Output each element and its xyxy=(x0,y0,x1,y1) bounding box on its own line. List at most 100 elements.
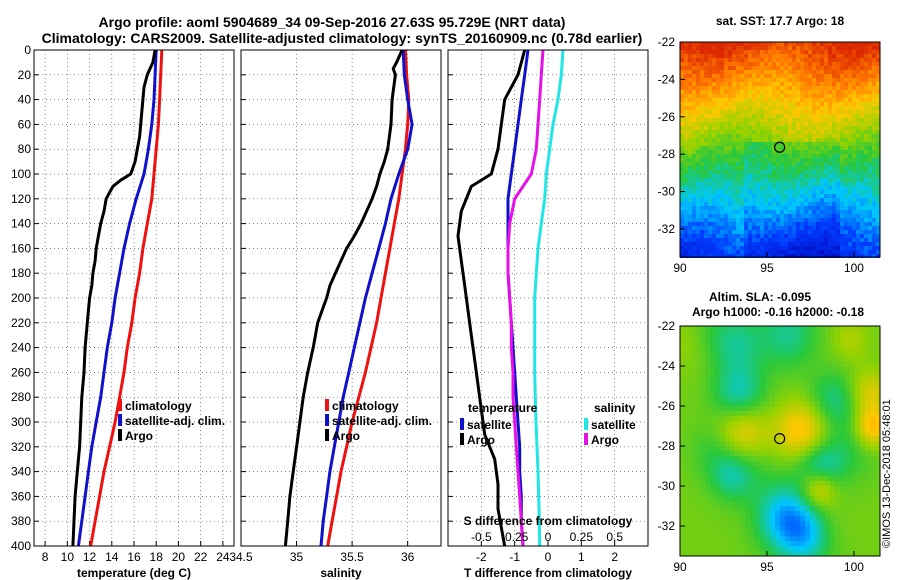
sst-cell xyxy=(824,250,828,254)
sst-cell xyxy=(708,210,712,214)
sst-cell xyxy=(864,206,868,210)
sst-cell xyxy=(744,234,748,238)
sla-cell xyxy=(725,346,730,351)
sla-cell xyxy=(685,401,690,406)
sst-cell xyxy=(744,230,748,234)
sst-cell xyxy=(740,150,744,154)
sst-cell xyxy=(852,154,856,158)
sst-cell xyxy=(784,254,788,258)
sst-cell xyxy=(816,214,820,218)
sst-cell xyxy=(816,134,820,138)
sst-cell xyxy=(856,70,860,74)
sst-cell xyxy=(768,198,772,202)
sst-cell xyxy=(828,42,832,46)
sla-cell xyxy=(805,466,810,471)
sla-cell xyxy=(795,491,800,496)
sla-cell xyxy=(870,371,875,376)
sla-cell xyxy=(875,361,880,366)
sst-cell xyxy=(772,170,776,174)
sla-cell xyxy=(760,471,765,476)
sst-cell xyxy=(816,54,820,58)
sst-cell xyxy=(848,246,852,250)
sla-cell xyxy=(730,366,735,371)
sst-cell xyxy=(732,194,736,198)
sst-cell xyxy=(828,122,832,126)
sla-cell xyxy=(715,551,720,556)
sst-cell xyxy=(756,166,760,170)
sla-cell xyxy=(715,406,720,411)
sla-cell xyxy=(755,391,760,396)
sla-cell xyxy=(725,456,730,461)
sst-cell xyxy=(852,206,856,210)
sst-cell xyxy=(692,142,696,146)
sst-cell xyxy=(748,106,752,110)
sst-cell xyxy=(800,198,804,202)
sst-cell xyxy=(704,194,708,198)
sla-cell xyxy=(710,516,715,521)
sla-cell xyxy=(780,456,785,461)
sla-cell xyxy=(870,336,875,341)
sla-cell xyxy=(730,531,735,536)
sst-cell xyxy=(688,58,692,62)
sst-cell xyxy=(876,254,880,258)
sla-cell xyxy=(715,381,720,386)
sla-cell xyxy=(700,391,705,396)
sla-cell xyxy=(695,341,700,346)
sla-cell xyxy=(680,541,685,546)
sst-cell xyxy=(868,70,872,74)
sst-cell xyxy=(848,42,852,46)
sla-cell xyxy=(760,536,765,541)
sst-cell xyxy=(844,106,848,110)
sst-cell xyxy=(860,174,864,178)
sst-cell xyxy=(768,102,772,106)
sla-cell xyxy=(875,466,880,471)
sst-cell xyxy=(768,98,772,102)
sla-cell xyxy=(790,361,795,366)
series-line-2 xyxy=(71,49,157,547)
sla-cell xyxy=(715,506,720,511)
sst-cell xyxy=(864,86,868,90)
sst-cell xyxy=(752,154,756,158)
sst-cell xyxy=(716,114,720,118)
sla-cell xyxy=(875,331,880,336)
sst-cell xyxy=(836,238,840,242)
sla-cell xyxy=(710,381,715,386)
sst-cell xyxy=(840,178,844,182)
sst-cell xyxy=(864,170,868,174)
sst-cell xyxy=(700,190,704,194)
sla-cell xyxy=(695,346,700,351)
sla-cell xyxy=(695,531,700,536)
sst-cell xyxy=(872,98,876,102)
sla-cell xyxy=(720,451,725,456)
sst-cell xyxy=(856,174,860,178)
sst-cell xyxy=(728,118,732,122)
sst-cell xyxy=(748,114,752,118)
sla-cell xyxy=(800,481,805,486)
sst-cell xyxy=(716,130,720,134)
sst-cell xyxy=(800,214,804,218)
sla-cell xyxy=(725,491,730,496)
sla-cell xyxy=(685,441,690,446)
sla-cell xyxy=(815,401,820,406)
sst-cell xyxy=(748,74,752,78)
sst-cell xyxy=(776,206,780,210)
sst-cell xyxy=(824,166,828,170)
sst-cell xyxy=(700,58,704,62)
sst-cell xyxy=(688,170,692,174)
sst-cell xyxy=(820,142,824,146)
sla-cell xyxy=(795,501,800,506)
sst-cell xyxy=(696,234,700,238)
sst-cell xyxy=(720,170,724,174)
sst-cell xyxy=(692,70,696,74)
sst-cell xyxy=(780,70,784,74)
sst-cell xyxy=(812,110,816,114)
sst-cell xyxy=(856,214,860,218)
sst-cell xyxy=(692,150,696,154)
sla-cell xyxy=(735,511,740,516)
sst-cell xyxy=(848,198,852,202)
sla-cell xyxy=(860,411,865,416)
sst-cell xyxy=(704,114,708,118)
sla-cell xyxy=(725,546,730,551)
sla-cell xyxy=(845,481,850,486)
